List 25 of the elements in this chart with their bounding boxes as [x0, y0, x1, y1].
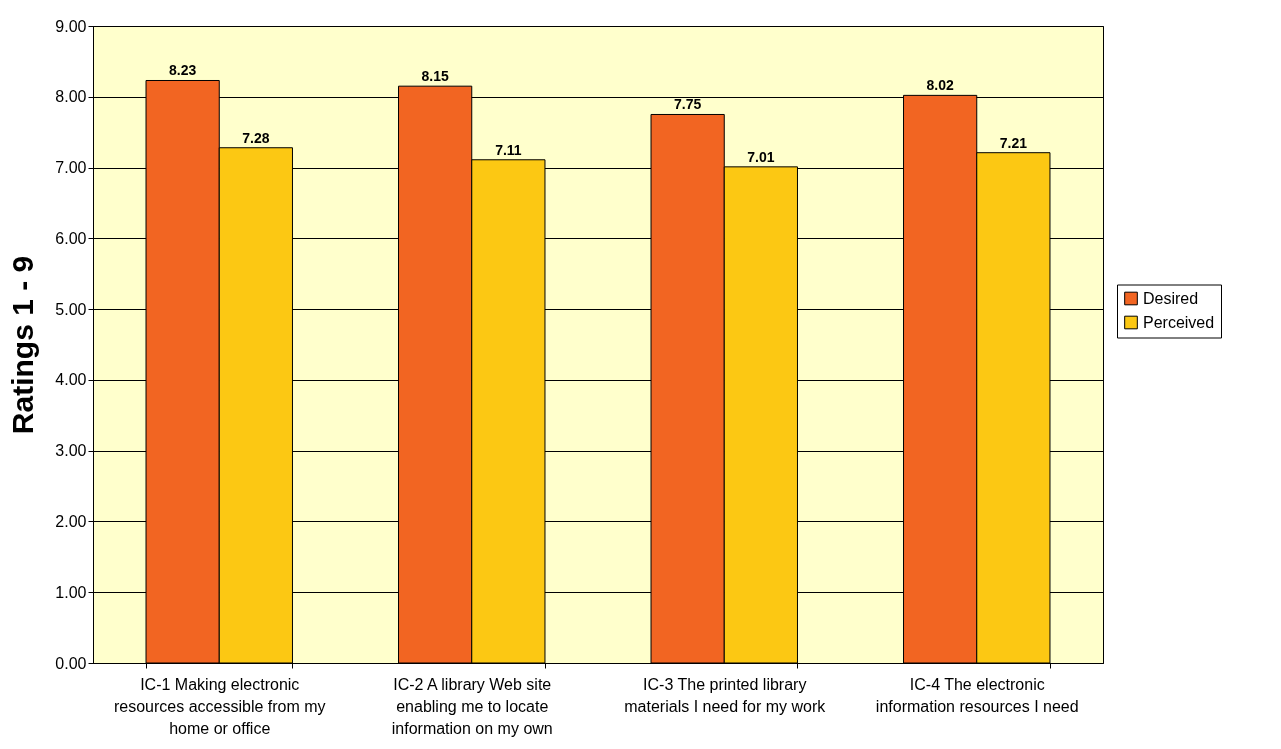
y-tick-label: 3.00: [55, 442, 87, 460]
x-tick-label: IC-1 Making electronic resources accessible from my home or office: [113, 675, 326, 737]
data-label: 7.28: [242, 129, 270, 146]
x-tick-label: IC-2 A library Web site enabling me to locate information on my own: [391, 675, 553, 737]
x-tick-label: IC-4 The electronic information resources I need: [875, 675, 1079, 715]
data-label: 8.02: [926, 77, 954, 94]
data-label: 7.01: [747, 148, 775, 165]
data-label: 8.15: [421, 68, 449, 85]
data-label: 7.11: [495, 141, 522, 158]
y-tick-label: 1.00: [55, 583, 87, 601]
legend-label: Desired: [1143, 289, 1199, 307]
y-tick-label: 2.00: [55, 512, 87, 530]
data-label: 7.75: [674, 96, 702, 113]
y-tick-label: 5.00: [55, 300, 87, 318]
y-tick-label: 9.00: [55, 17, 87, 35]
legend-label: Perceived: [1143, 313, 1215, 331]
y-axis-title: Ratings 1 - 9: [6, 255, 40, 435]
y-tick-label: 6.00: [55, 229, 87, 247]
data-label: 7.21: [999, 134, 1028, 151]
y-tick-label: 7.00: [55, 159, 87, 177]
data-label: 8.23: [169, 62, 197, 79]
x-tick-label: IC-3 The printed library materials I need for my work: [624, 675, 827, 715]
y-tick-label: 4.00: [55, 371, 87, 389]
y-tick-label: 0.00: [55, 654, 87, 672]
y-tick-label: 8.00: [55, 88, 87, 106]
